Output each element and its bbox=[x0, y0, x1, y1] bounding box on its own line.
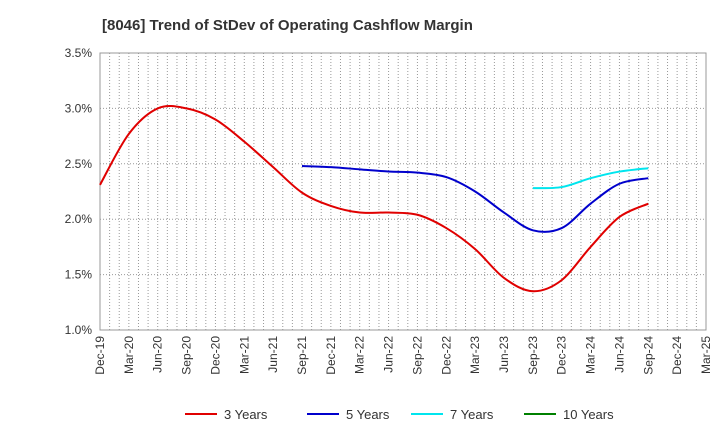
y-tick-label: 1.0% bbox=[65, 323, 93, 337]
x-tick-label: Sep-22 bbox=[410, 336, 424, 375]
y-tick-label: 3.5% bbox=[65, 46, 93, 60]
x-tick-label: Dec-20 bbox=[208, 336, 222, 375]
x-tick-label: Mar-22 bbox=[353, 336, 367, 374]
x-axis: Dec-19 Mar-20 Jun-20 Sep-20 Dec-20 Mar-21 Jun-… bbox=[93, 336, 713, 375]
x-tick-label: Mar-21 bbox=[237, 336, 251, 374]
series-line-5-years bbox=[301, 165, 649, 233]
x-tick-label: Jun-20 bbox=[151, 336, 165, 373]
x-tick-label: Mar-20 bbox=[122, 336, 136, 374]
x-tick-label: Jun-24 bbox=[612, 336, 626, 373]
x-tick-label: Dec-22 bbox=[439, 336, 453, 375]
y-tick-label: 2.5% bbox=[65, 157, 93, 171]
x-tick-label: Dec-21 bbox=[324, 336, 338, 375]
legend-label-3-years: 3 Years bbox=[224, 407, 268, 422]
x-tick-label: Dec-24 bbox=[670, 336, 684, 375]
series-lines bbox=[99, 105, 649, 293]
x-tick-label: Jun-21 bbox=[266, 336, 280, 373]
x-tick-label: Jun-23 bbox=[497, 336, 511, 373]
legend-label-10-years: 10 Years bbox=[563, 407, 614, 422]
grid bbox=[99, 52, 707, 331]
x-tick-label: Sep-21 bbox=[295, 336, 309, 375]
x-tick-label: Sep-20 bbox=[180, 336, 194, 375]
series-line-3-years bbox=[99, 105, 649, 293]
x-tick-label: Dec-19 bbox=[93, 336, 107, 375]
x-tick-label: Mar-23 bbox=[468, 336, 482, 374]
x-tick-label: Sep-23 bbox=[526, 336, 540, 375]
series-line-7-years bbox=[532, 167, 649, 190]
legend-label-7-years: 7 Years bbox=[450, 407, 494, 422]
legend: 3 Years 5 Years 7 Years 10 Years bbox=[185, 407, 614, 422]
y-tick-label: 1.5% bbox=[65, 268, 93, 282]
y-tick-label: 2.0% bbox=[65, 212, 93, 226]
x-tick-label: Mar-25 bbox=[699, 336, 713, 374]
chart-title: [8046] Trend of StDev of Operating Cashf… bbox=[102, 17, 473, 34]
x-tick-label: Jun-22 bbox=[382, 336, 396, 373]
y-axis: 1.0% 1.5% 2.0% 2.5% 3.0% 3.5% bbox=[65, 46, 93, 337]
x-tick-label: Mar-24 bbox=[584, 336, 598, 374]
x-tick-label: Sep-24 bbox=[641, 336, 655, 375]
plot-frame bbox=[99, 52, 707, 331]
y-tick-label: 3.0% bbox=[65, 101, 93, 115]
legend-label-5-years: 5 Years bbox=[346, 407, 390, 422]
x-tick-label: Dec-23 bbox=[555, 336, 569, 375]
